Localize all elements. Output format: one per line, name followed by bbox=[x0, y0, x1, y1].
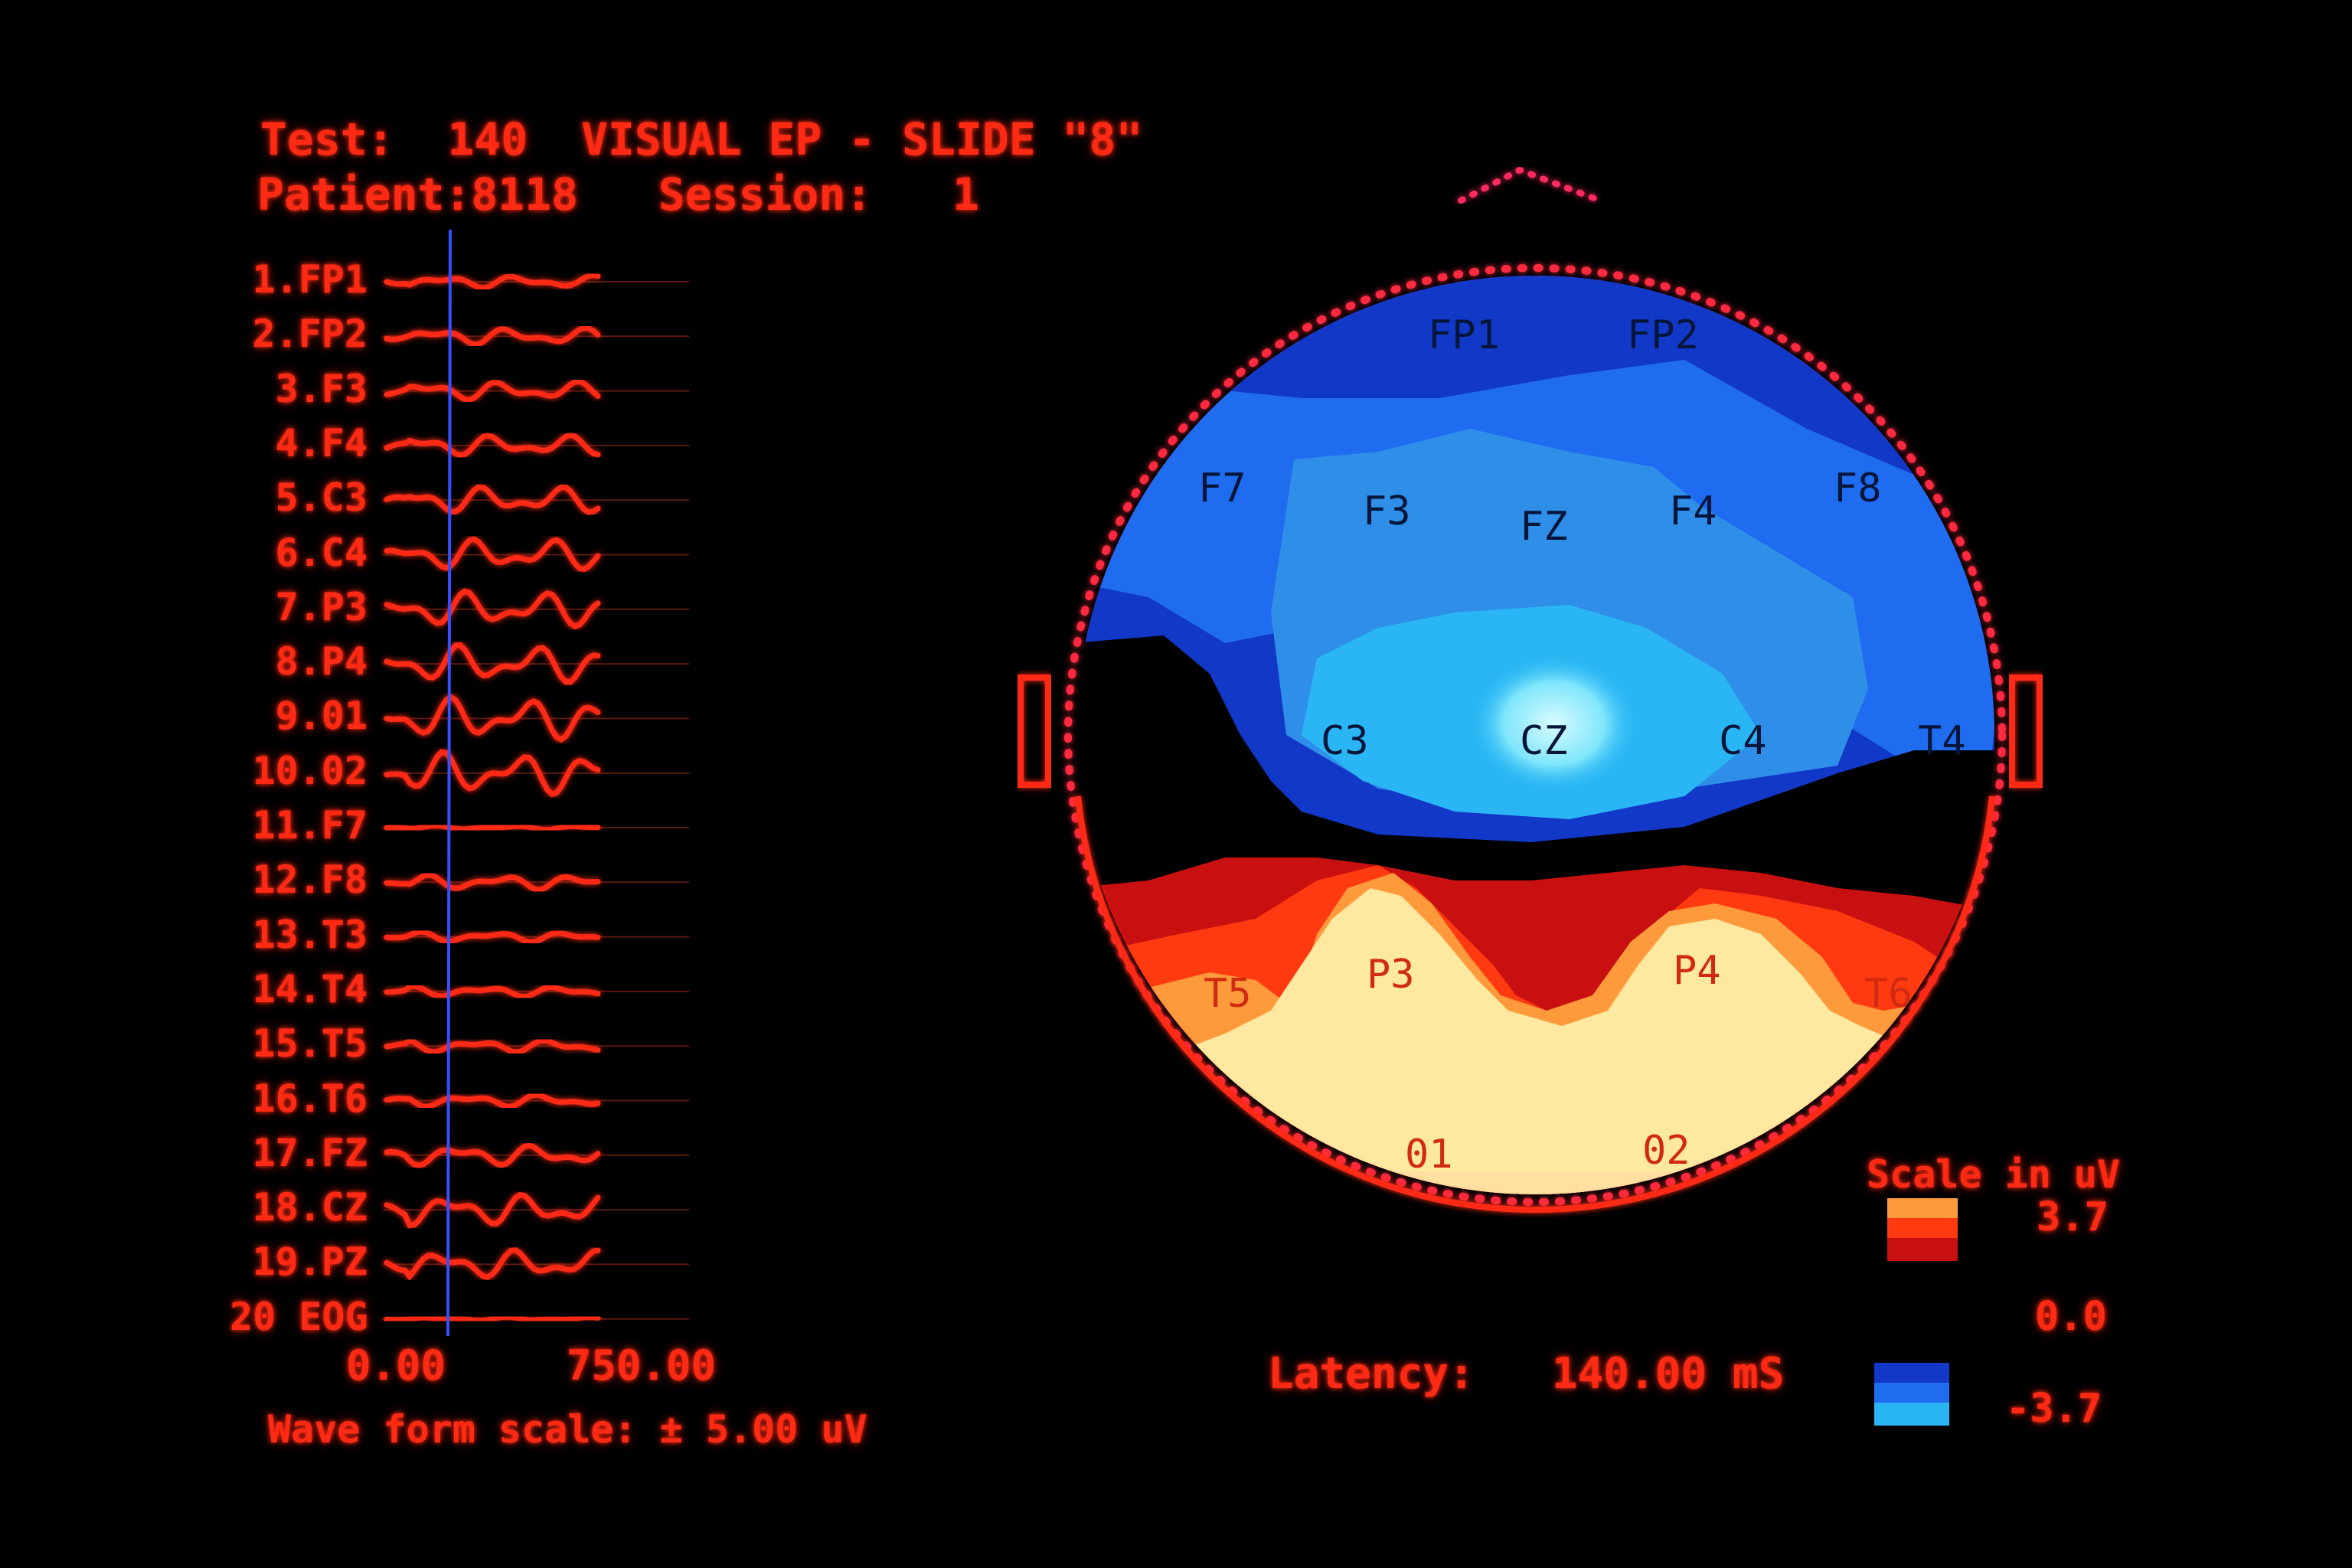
channel-waveform bbox=[384, 822, 601, 833]
electrode-label-f3: F3 bbox=[1363, 488, 1411, 534]
head-outline-dotted bbox=[1064, 264, 2006, 1206]
latency-label: Latency: bbox=[1268, 1349, 1475, 1399]
electrode-label-c4: C4 bbox=[1719, 718, 1767, 764]
waveform-scale-text: Wave form scale: ± 5.00 uV bbox=[268, 1407, 867, 1452]
color-scale bbox=[1874, 1198, 1958, 1426]
channel-label: 1.FP1 bbox=[252, 257, 368, 302]
latency-value: 140.00 mS bbox=[1551, 1349, 1785, 1399]
scale-zero-value: 0.0 bbox=[2035, 1294, 2107, 1340]
channel-waveform bbox=[384, 378, 601, 403]
electrode-label-c3: C3 bbox=[1321, 718, 1369, 764]
channel-waveform bbox=[384, 929, 601, 945]
channel-label: 8.P4 bbox=[275, 639, 368, 684]
channel-waveform bbox=[384, 588, 601, 629]
right-ear-marker bbox=[2009, 675, 2043, 788]
scale-swatch-pos-light bbox=[1887, 1198, 1958, 1218]
session-label: Session: bbox=[658, 168, 873, 220]
electrode-label-p4: P4 bbox=[1673, 948, 1721, 994]
scale-swatch-neg-mid bbox=[1874, 1383, 1949, 1403]
channel-waveform bbox=[384, 273, 601, 291]
channel-label: 2.FP2 bbox=[252, 312, 368, 357]
channel-label: 6.C4 bbox=[275, 530, 368, 575]
electrode-label-f8: F8 bbox=[1834, 466, 1882, 511]
channel-label: 15.T5 bbox=[252, 1021, 368, 1067]
nose-marker bbox=[1458, 166, 1603, 204]
channel-waveform bbox=[384, 749, 601, 798]
channel-waveform bbox=[384, 1092, 601, 1109]
scale-swatch-neg-dark bbox=[1874, 1363, 1949, 1383]
left-ear-marker bbox=[1018, 675, 1051, 788]
scale-swatch-pos-mid bbox=[1887, 1218, 1958, 1238]
electrode-label-fp2: FP2 bbox=[1627, 312, 1699, 358]
latency-readout: Latency: 140.00 mS bbox=[1268, 1349, 1784, 1399]
scale-title: Scale in uV bbox=[1867, 1152, 2121, 1197]
channel-label: 5.C3 bbox=[275, 475, 368, 521]
channel-label: 20 EOG bbox=[230, 1294, 368, 1339]
channel-waveform bbox=[384, 536, 601, 573]
scale-min-value: -3.7 bbox=[2006, 1386, 2102, 1432]
channel-label: 7.P3 bbox=[275, 584, 368, 629]
channel-waveform bbox=[384, 1314, 601, 1324]
waveform-panel bbox=[383, 273, 689, 1324]
test-header-line: Test: 140 VISUAL EP - SLIDE "8" bbox=[260, 113, 1142, 165]
electrode-label-t4: T4 bbox=[1918, 718, 1966, 764]
channel-waveform bbox=[384, 484, 601, 515]
scale-swatch-neg-light bbox=[1874, 1403, 1949, 1426]
patient-id: 8118 bbox=[471, 168, 579, 220]
time-axis-end: 750.00 bbox=[567, 1341, 717, 1390]
channel-label: 3.F3 bbox=[275, 366, 368, 411]
channel-waveform bbox=[384, 1142, 601, 1169]
electrode-label-02: 02 bbox=[1642, 1128, 1690, 1174]
electrode-label-f4: F4 bbox=[1669, 488, 1717, 534]
channel-label: 14.T4 bbox=[252, 966, 368, 1011]
channel-waveform bbox=[384, 1247, 601, 1281]
test-name: VISUAL EP - SLIDE "8" bbox=[581, 113, 1143, 165]
head-outline-lower bbox=[1075, 795, 1995, 1213]
map-region-zero-band bbox=[1076, 635, 1994, 919]
patient-label: Patient: bbox=[257, 168, 472, 220]
channel-label: 9.01 bbox=[275, 694, 368, 739]
electrode-label-fp1: FP1 bbox=[1428, 312, 1500, 358]
channel-waveform bbox=[384, 872, 601, 893]
channel-waveform bbox=[384, 983, 601, 1000]
channel-label: 13.T3 bbox=[252, 912, 368, 957]
channel-label: 18.CZ bbox=[252, 1185, 368, 1230]
channel-label: 11.F7 bbox=[252, 803, 368, 848]
electrode-label-t5: T5 bbox=[1204, 971, 1252, 1017]
electrode-label-cz: CZ bbox=[1520, 718, 1568, 764]
patient-header-line: Patient:8118 Session: 1 bbox=[257, 168, 979, 220]
electrode-label-t6: T6 bbox=[1864, 971, 1913, 1017]
map-region-negative-peak bbox=[1470, 655, 1638, 792]
channel-waveform bbox=[384, 642, 601, 685]
latency-cursor-line[interactable] bbox=[446, 229, 452, 1337]
session-number: 1 bbox=[952, 168, 979, 220]
time-axis-start: 0.00 bbox=[346, 1341, 446, 1390]
map-region-positive-peak bbox=[1076, 888, 1994, 1194]
test-number: 140 bbox=[447, 113, 528, 165]
channel-label: 17.FZ bbox=[252, 1130, 368, 1175]
channel-label: 10.02 bbox=[252, 748, 368, 793]
scale-max-value: 3.7 bbox=[2037, 1194, 2109, 1240]
channel-waveform bbox=[384, 694, 601, 743]
channel-label: 16.T6 bbox=[252, 1076, 368, 1121]
electrode-label-01: 01 bbox=[1405, 1132, 1453, 1178]
test-label: Test: bbox=[260, 113, 394, 165]
channel-label: 19.PZ bbox=[252, 1240, 368, 1285]
electrode-label-p3: P3 bbox=[1367, 952, 1415, 998]
electrode-labels: FP1 FP2 F7 F3 FZ F4 F8 C3 CZ C4 T4 T5 P3 P4 T6 01 02 bbox=[1198, 312, 1966, 1178]
channel-waveform bbox=[384, 1037, 601, 1055]
electrode-label-fz: FZ bbox=[1520, 504, 1568, 550]
channel-waveform bbox=[384, 325, 601, 348]
scale-swatch-pos-dark bbox=[1887, 1238, 1958, 1261]
channel-label: 4.F4 bbox=[275, 420, 368, 466]
channel-waveform bbox=[384, 432, 601, 459]
electrode-label-f7: F7 bbox=[1198, 466, 1246, 511]
channel-waveform bbox=[384, 1191, 601, 1229]
channel-label: 12.F8 bbox=[252, 858, 368, 903]
map-region-occipital bbox=[1076, 1171, 1994, 1194]
